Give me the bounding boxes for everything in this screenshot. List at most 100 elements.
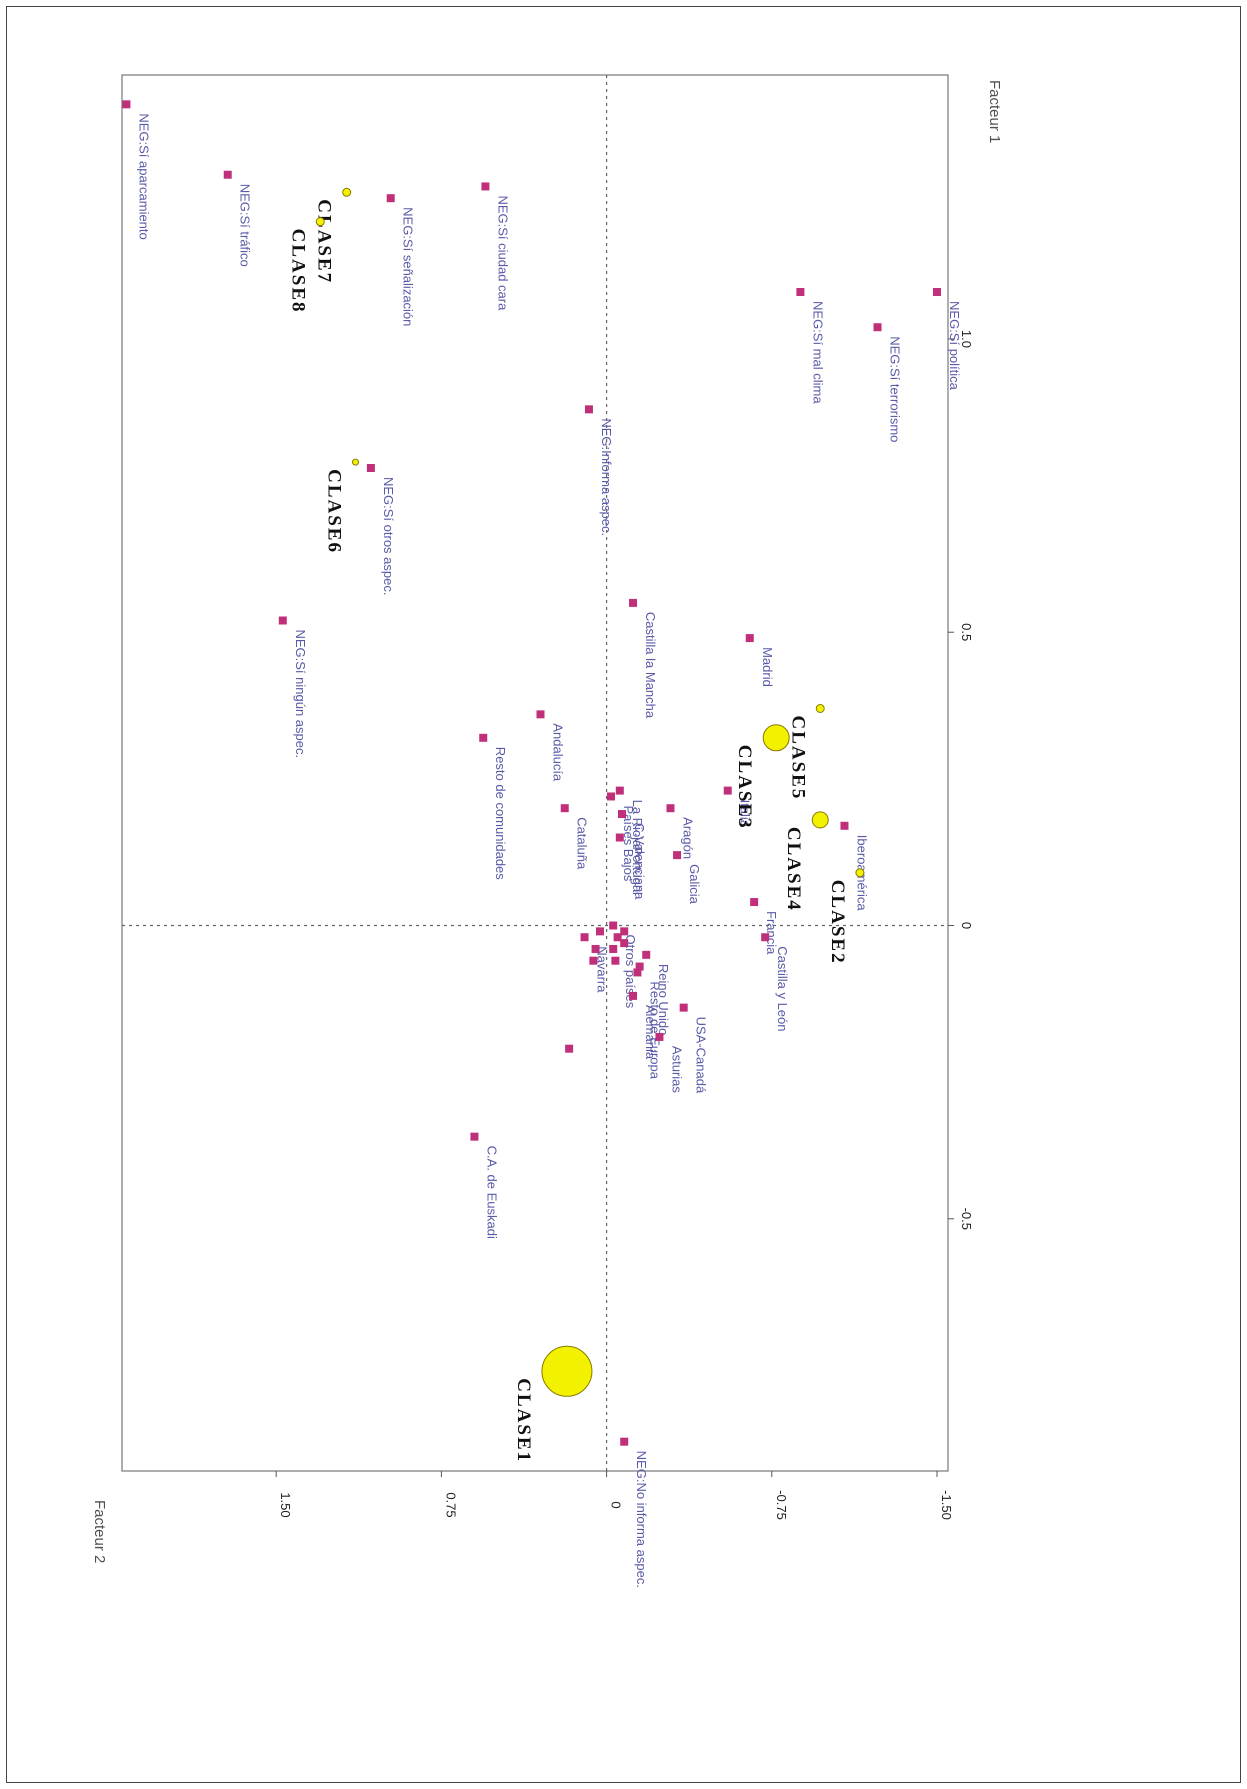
modality-label: NEG:Sí señalización bbox=[401, 207, 416, 326]
modality-point bbox=[629, 991, 638, 1000]
modality-label: Francia bbox=[764, 911, 779, 955]
modality-label: Países Bajos bbox=[621, 805, 636, 881]
y-tick-label: -0.75 bbox=[774, 1490, 789, 1520]
modality-label: Cataluña bbox=[575, 817, 590, 870]
y-tick-label: 1.50 bbox=[278, 1492, 293, 1517]
modality-point bbox=[479, 733, 488, 742]
x-tick-label: -0.5 bbox=[959, 1208, 974, 1230]
class-label: CLASE5 bbox=[787, 715, 808, 800]
modality-label: NEG:Sí ningún aspec. bbox=[293, 629, 308, 758]
class-marker bbox=[342, 187, 352, 197]
modality-point bbox=[620, 927, 629, 936]
modality-point bbox=[611, 956, 620, 965]
class-marker bbox=[315, 217, 325, 227]
x-tick-label: 1.0 bbox=[959, 330, 974, 348]
class-marker bbox=[815, 703, 825, 713]
modality-label: Portugal bbox=[630, 847, 645, 896]
y-tick-label: -1.50 bbox=[939, 1490, 954, 1520]
class-label: CLASE6 bbox=[323, 469, 344, 554]
class-label: CLASE1 bbox=[513, 1378, 534, 1463]
plot-frame bbox=[121, 74, 949, 1472]
modality-point bbox=[584, 405, 593, 414]
modality-label: Alemania bbox=[643, 1005, 658, 1060]
modality-point bbox=[629, 598, 638, 607]
modality-point bbox=[761, 933, 770, 942]
modality-point bbox=[642, 950, 651, 959]
page-frame bbox=[6, 6, 1241, 1783]
modality-label: C.Valenciana bbox=[632, 823, 647, 900]
y-axis-label: Facteur 2 bbox=[91, 1500, 108, 1563]
modality-label: Resto de Europa bbox=[647, 981, 662, 1079]
modality-point bbox=[591, 944, 600, 953]
modality-label: NEG:Sí política bbox=[947, 301, 962, 391]
modality-point bbox=[278, 616, 287, 625]
modality-label: Madrid bbox=[760, 647, 775, 687]
modality-point bbox=[560, 804, 569, 813]
modality-label: Castilla y León bbox=[775, 946, 790, 1031]
modality-label: NEG:Sí terrorismo bbox=[888, 336, 903, 442]
class-marker bbox=[855, 868, 865, 878]
modality-label: NEG:No informa aspec. bbox=[634, 1451, 649, 1588]
modality-point bbox=[613, 933, 622, 942]
class-label: CLASE7 bbox=[314, 199, 335, 284]
modality-point bbox=[536, 710, 545, 719]
modality-label: Resto de comunidades bbox=[493, 747, 508, 880]
modality-point bbox=[932, 288, 941, 297]
modality-point bbox=[609, 921, 618, 930]
modality-point bbox=[633, 968, 642, 977]
modality-point bbox=[606, 792, 615, 801]
ticks-group: -0.5 0 0.5 1.0 1.50 0.75 0 -0.75 -1.50 bbox=[275, 330, 974, 1520]
modality-point bbox=[873, 323, 882, 332]
modality-label: Asturias bbox=[669, 1046, 684, 1093]
modality-point bbox=[620, 1437, 629, 1446]
modality-label: NEG:Sí mal clima bbox=[810, 301, 825, 404]
x-axis-label: Facteur 1 bbox=[986, 80, 1003, 143]
modality-point bbox=[796, 288, 805, 297]
modality-label: NEG:Sí ciudad cara bbox=[495, 195, 510, 311]
class-label: CLASE2 bbox=[827, 880, 848, 965]
modality-point bbox=[635, 962, 644, 971]
modality-point bbox=[609, 944, 618, 953]
modality-point bbox=[481, 182, 490, 191]
modality-label: Italia bbox=[738, 800, 753, 828]
modality-label: Galicia bbox=[687, 864, 702, 905]
modality-point bbox=[223, 170, 232, 179]
modality-label: NEG:Sí tráfico bbox=[238, 184, 253, 267]
modality-label: Otros países bbox=[623, 935, 638, 1009]
modality-point bbox=[366, 463, 375, 472]
class-marker bbox=[762, 724, 790, 752]
modality-label: USA-Canadá bbox=[694, 1017, 709, 1094]
modality-point bbox=[589, 956, 598, 965]
modality-label: Andalucía bbox=[551, 723, 566, 782]
class-label: CLASE4 bbox=[783, 827, 804, 912]
modality-point bbox=[122, 100, 131, 109]
modality-label: La Rioja bbox=[630, 800, 645, 848]
modality-point bbox=[615, 786, 624, 795]
class-markers-group: CLASE1 CLASE2 CLASE3 CLASE4 CLASE5 CLASE6 CLAS… bbox=[287, 187, 865, 1463]
modality-point bbox=[595, 927, 604, 936]
y-tick-label: 0.75 bbox=[443, 1492, 458, 1517]
modality-point bbox=[615, 833, 624, 842]
modality-point bbox=[655, 1032, 664, 1041]
class-label: CLASE8 bbox=[287, 229, 308, 314]
modality-point bbox=[679, 1003, 688, 1012]
class-marker bbox=[541, 1345, 593, 1397]
modality-point bbox=[565, 1044, 574, 1053]
modality-point bbox=[750, 898, 759, 907]
modality-point bbox=[840, 821, 849, 830]
modality-label: Aragón bbox=[680, 817, 695, 859]
modality-point bbox=[723, 786, 732, 795]
modality-point bbox=[666, 804, 675, 813]
modality-point bbox=[470, 1132, 479, 1141]
axes-group bbox=[121, 74, 949, 1472]
modality-label: Navarra bbox=[595, 946, 610, 993]
modality-label: NEG:Sí otros aspec. bbox=[381, 477, 396, 595]
modality-label: NEG:Sí aparcamiento bbox=[136, 113, 151, 239]
modality-label: Castilla la Mancha bbox=[643, 612, 658, 719]
modality-point bbox=[618, 810, 627, 819]
modality-point bbox=[745, 634, 754, 643]
class-marker bbox=[351, 458, 359, 466]
modality-point bbox=[620, 939, 629, 948]
class-marker bbox=[811, 811, 829, 829]
